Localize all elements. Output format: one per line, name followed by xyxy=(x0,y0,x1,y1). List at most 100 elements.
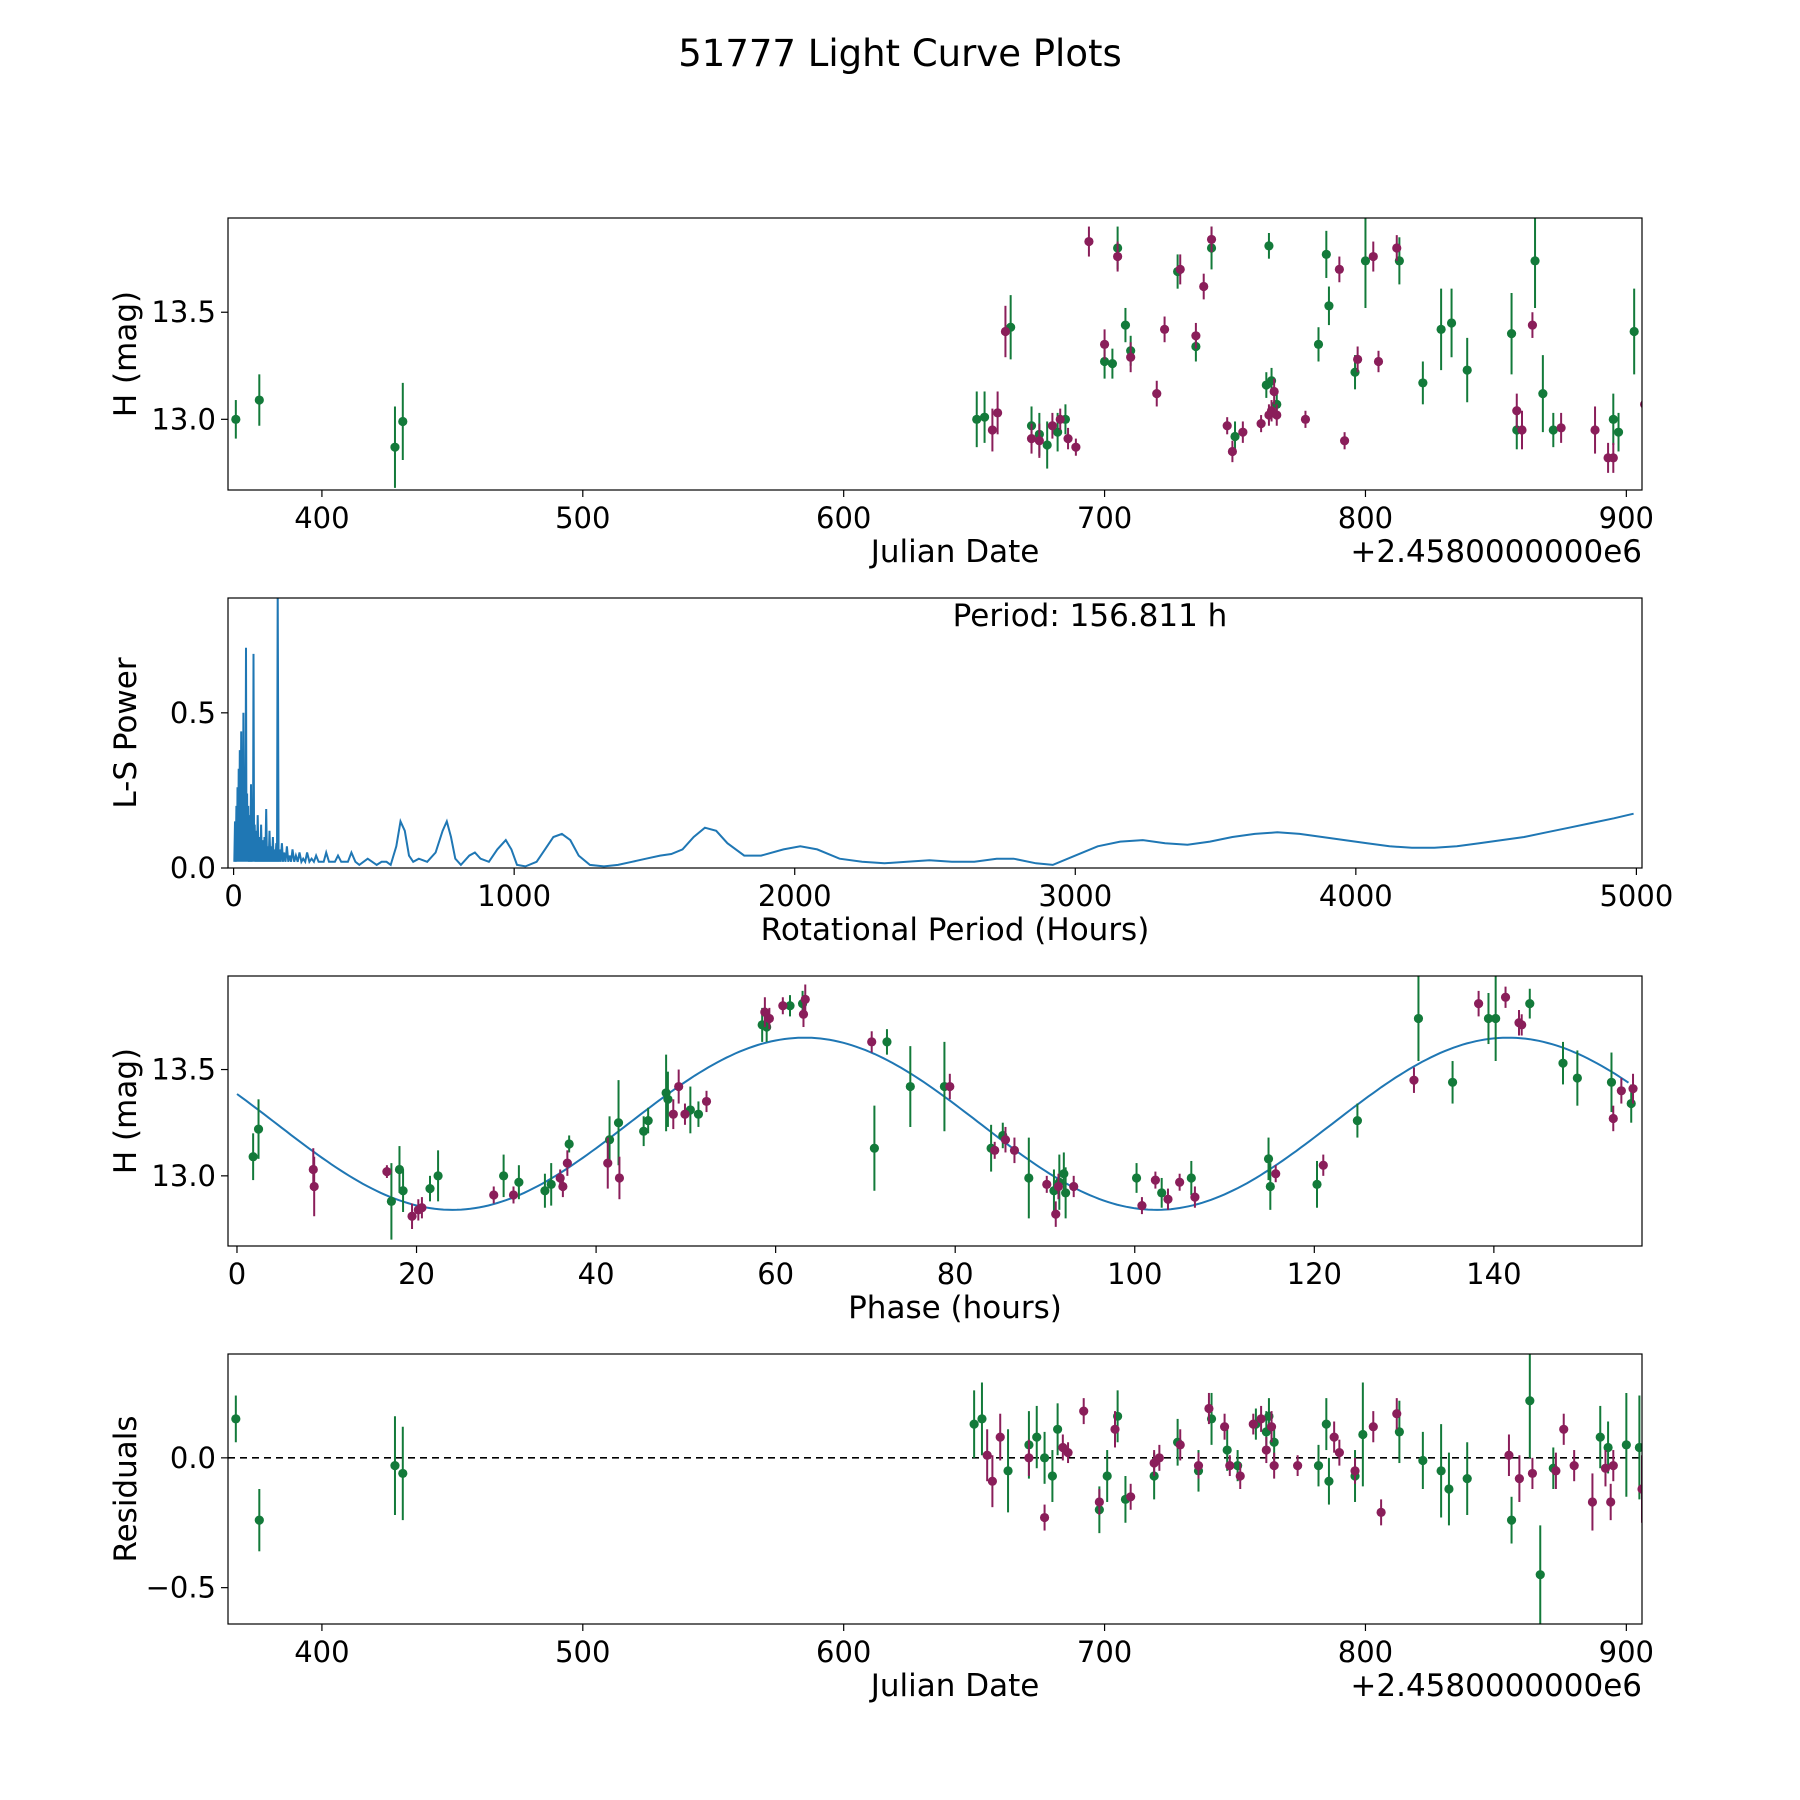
data-point-green xyxy=(398,1169,408,1212)
data-point-magenta xyxy=(1175,1429,1185,1461)
data-point-magenta xyxy=(603,1137,613,1189)
x-tick-label: 0 xyxy=(228,1257,246,1291)
x-axis-label: Julian Date xyxy=(869,534,1040,570)
data-marker xyxy=(540,1186,550,1196)
data-marker xyxy=(1110,1424,1120,1434)
data-marker xyxy=(1248,1419,1258,1429)
data-marker xyxy=(1595,1432,1605,1442)
data-marker xyxy=(1024,1453,1034,1463)
data-marker xyxy=(398,416,408,427)
data-point-green xyxy=(1530,218,1540,308)
panel-phase-folded: 0 20 40 60 80 100 120 140 13.0 13.5 Phase (hours) H… xyxy=(108,975,1643,1326)
x-axis-label: Phase (hours) xyxy=(848,1290,1062,1326)
data-marker xyxy=(993,408,1003,418)
data-marker xyxy=(1629,326,1639,337)
data-marker xyxy=(1572,1073,1582,1083)
data-marker xyxy=(1392,243,1402,253)
data-marker xyxy=(1506,1515,1517,1525)
data-marker xyxy=(1504,1450,1514,1460)
data-point-magenta xyxy=(1261,1437,1271,1464)
data-point-magenta xyxy=(1190,1186,1200,1208)
data-marker xyxy=(425,1183,435,1194)
panel-light-curve: 400 500 600 700 800 900 13.0 13.5 Julian Date H (… xyxy=(108,217,1654,570)
data-marker xyxy=(1462,365,1472,375)
x-tick-label: 500 xyxy=(555,501,610,535)
data-point-green xyxy=(1006,295,1016,360)
data-marker xyxy=(987,1476,997,1486)
data-point-green xyxy=(1313,327,1324,362)
data-point-green xyxy=(1061,1167,1071,1219)
data-point-magenta xyxy=(1600,1450,1611,1487)
data-point-green xyxy=(1313,1444,1324,1487)
data-marker xyxy=(1358,1429,1368,1440)
data-marker xyxy=(1313,1461,1324,1471)
data-marker xyxy=(1199,281,1209,292)
data-marker xyxy=(1265,1181,1275,1192)
data-point-magenta xyxy=(1042,1175,1052,1193)
y-tick-label: 0.5 xyxy=(170,696,216,730)
x-tick-label: 400 xyxy=(294,501,349,535)
data-point-green xyxy=(1120,307,1131,343)
data-point-green xyxy=(546,1163,556,1206)
data-point-green xyxy=(1042,421,1052,469)
data-marker xyxy=(1230,431,1240,442)
data-point-green xyxy=(661,1054,671,1132)
axes-frame xyxy=(227,217,1643,491)
data-point-green xyxy=(685,1086,695,1134)
data-marker xyxy=(663,1094,673,1104)
data-marker xyxy=(882,1037,892,1047)
data-marker xyxy=(1628,1084,1638,1094)
data-point-magenta xyxy=(1063,427,1073,450)
data-marker xyxy=(1525,1396,1535,1406)
data-point-green xyxy=(254,374,264,426)
data-point-magenta xyxy=(1051,1201,1061,1227)
data-point-green xyxy=(1157,1177,1167,1208)
data-marker xyxy=(1608,453,1618,463)
data-marker xyxy=(1152,389,1162,399)
data-marker xyxy=(1024,1173,1034,1183)
data-marker xyxy=(1069,1181,1079,1192)
data-point-magenta xyxy=(867,1031,877,1053)
data-marker xyxy=(1368,251,1378,262)
data-marker xyxy=(1491,1013,1501,1024)
data-point-magenta xyxy=(1204,1392,1214,1425)
data-point-magenta xyxy=(1334,256,1344,283)
data-point-magenta xyxy=(382,1165,392,1178)
y-tick-label: −0.5 xyxy=(146,1571,216,1605)
data-point-green xyxy=(1324,1457,1334,1505)
data-marker xyxy=(1061,1188,1071,1198)
data-marker xyxy=(1530,256,1540,266)
data-point-magenta xyxy=(945,1073,955,1100)
x-tick-label: 120 xyxy=(1287,1257,1342,1291)
periodogram-line xyxy=(233,598,1634,868)
data-marker xyxy=(977,1414,987,1424)
y-tick-label: 13.0 xyxy=(151,1159,216,1193)
data-point-magenta xyxy=(508,1186,519,1204)
data-point-green xyxy=(231,400,241,439)
data-marker xyxy=(1159,324,1170,334)
data-point-green xyxy=(1444,1452,1454,1526)
data-point-magenta xyxy=(489,1186,499,1204)
data-marker xyxy=(1608,1113,1618,1124)
data-point-magenta xyxy=(1248,1413,1258,1435)
data-marker xyxy=(433,1171,443,1181)
data-marker xyxy=(1339,436,1350,446)
data-point-magenta xyxy=(1608,1105,1618,1132)
data-point-magenta xyxy=(1272,404,1282,426)
data-marker xyxy=(1500,992,1511,1002)
data-point-magenta xyxy=(993,391,1003,435)
y-tick-label: 0.0 xyxy=(170,1441,216,1475)
data-marker xyxy=(1394,1427,1404,1437)
data-marker xyxy=(945,1081,955,1092)
data-marker xyxy=(1551,1466,1561,1476)
data-point-green xyxy=(1446,288,1457,358)
data-marker xyxy=(564,1139,574,1149)
data-point-magenta xyxy=(1559,1413,1569,1445)
data-point-green xyxy=(390,1416,400,1515)
data-point-green xyxy=(1032,1405,1042,1469)
data-point-green xyxy=(1024,1137,1034,1219)
data-marker xyxy=(1047,1471,1057,1481)
data-marker xyxy=(680,1109,690,1119)
figure-title: 51777 Light Curve Plots xyxy=(678,32,1122,75)
data-marker xyxy=(1000,1135,1011,1145)
